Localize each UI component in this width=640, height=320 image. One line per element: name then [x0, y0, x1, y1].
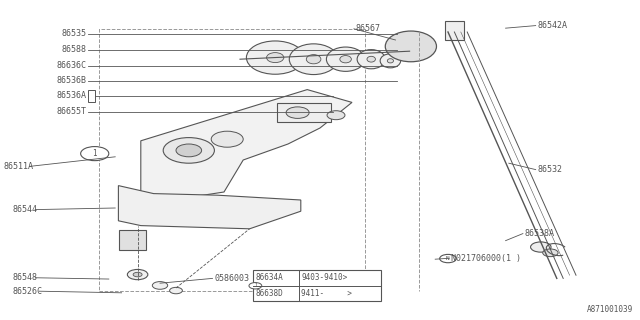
FancyBboxPatch shape	[119, 230, 146, 250]
Circle shape	[543, 249, 558, 257]
Ellipse shape	[385, 31, 436, 62]
Text: 86548: 86548	[13, 273, 38, 282]
Text: 86634A: 86634A	[255, 274, 283, 283]
Ellipse shape	[307, 55, 321, 64]
Ellipse shape	[387, 59, 394, 63]
Text: N: N	[446, 256, 450, 261]
Text: 86532: 86532	[538, 165, 563, 174]
Text: 1: 1	[254, 283, 257, 288]
Text: 86544: 86544	[13, 205, 38, 214]
Circle shape	[531, 242, 551, 252]
Ellipse shape	[357, 50, 385, 69]
Text: 0586003: 0586003	[214, 274, 250, 283]
Text: 86511A: 86511A	[3, 162, 33, 171]
Text: 86536B: 86536B	[56, 76, 86, 85]
Text: 86636C: 86636C	[56, 61, 86, 70]
Circle shape	[127, 269, 148, 280]
Circle shape	[133, 272, 142, 277]
Circle shape	[286, 107, 309, 118]
Circle shape	[211, 131, 243, 147]
Text: 86588: 86588	[61, 45, 86, 54]
Text: 86526C: 86526C	[13, 287, 43, 296]
Text: N021706000(1 ): N021706000(1 )	[451, 254, 521, 263]
Circle shape	[176, 144, 202, 157]
Circle shape	[249, 283, 262, 289]
Ellipse shape	[380, 54, 401, 68]
Circle shape	[170, 287, 182, 294]
Text: 86535: 86535	[61, 29, 86, 38]
Text: 9403-9410>: 9403-9410>	[301, 274, 348, 283]
Ellipse shape	[289, 44, 338, 75]
Text: 1: 1	[92, 149, 97, 158]
Circle shape	[440, 254, 456, 263]
Text: 86536A: 86536A	[56, 92, 86, 100]
Text: 86655T: 86655T	[56, 108, 86, 116]
Text: 86542A: 86542A	[538, 21, 568, 30]
FancyBboxPatch shape	[253, 270, 381, 301]
Text: 86567: 86567	[355, 24, 380, 33]
Ellipse shape	[367, 56, 376, 62]
Ellipse shape	[340, 56, 351, 63]
Ellipse shape	[326, 47, 365, 71]
FancyBboxPatch shape	[277, 103, 331, 122]
Text: 86638D: 86638D	[255, 289, 283, 298]
Circle shape	[327, 111, 345, 120]
Polygon shape	[118, 186, 301, 229]
Polygon shape	[141, 90, 352, 205]
Text: 86538A: 86538A	[525, 229, 555, 238]
Text: A871001039: A871001039	[588, 305, 634, 314]
Circle shape	[163, 138, 214, 163]
FancyBboxPatch shape	[445, 21, 464, 40]
Ellipse shape	[246, 41, 304, 74]
Ellipse shape	[266, 52, 284, 63]
Circle shape	[152, 282, 168, 289]
Circle shape	[81, 147, 109, 161]
Text: 9411-     >: 9411- >	[301, 289, 352, 298]
